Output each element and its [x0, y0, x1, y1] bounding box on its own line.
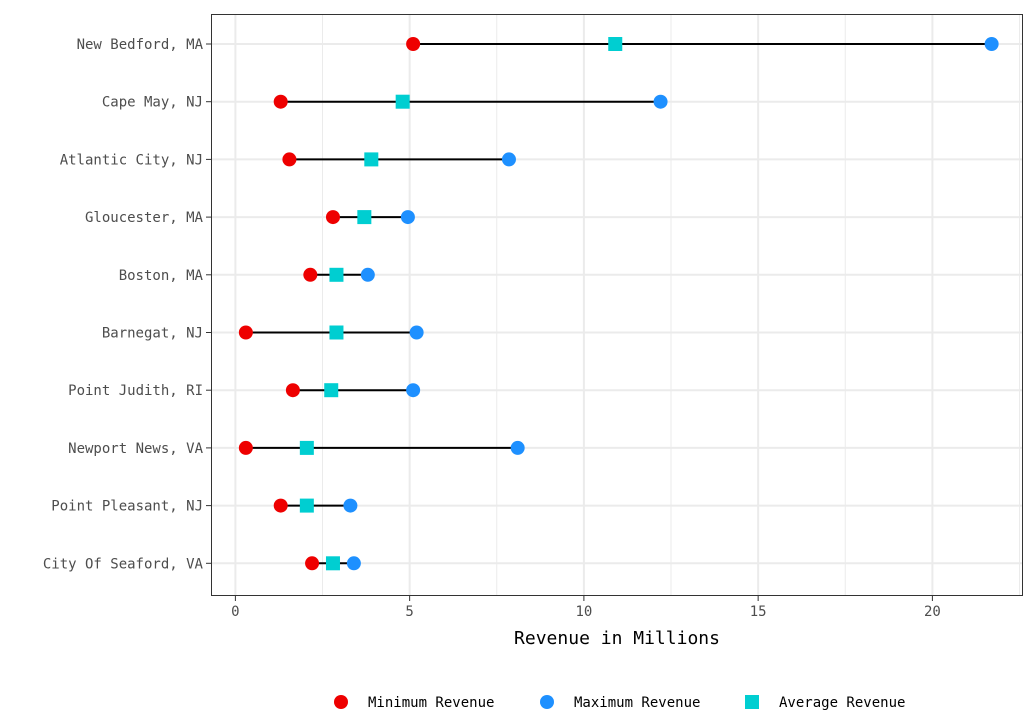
min-revenue-point	[273, 94, 288, 109]
y-axis-ticks: New Bedford, MA Cape May, NJ Atlantic City…	[43, 37, 211, 572]
y-tick-label: Point Pleasant, NJ	[51, 499, 203, 515]
min-revenue-point	[305, 556, 320, 571]
x-axis-title: Revenue in Millions	[514, 628, 720, 649]
legend-key-minimum-revenue	[334, 695, 348, 709]
avg-revenue-point	[357, 210, 372, 225]
max-revenue-point	[343, 498, 358, 513]
avg-revenue-point	[608, 37, 623, 51]
max-revenue-point	[501, 152, 516, 167]
y-tick-label: Newport News, VA	[68, 441, 203, 457]
avg-revenue-point	[325, 556, 340, 571]
min-revenue-point	[303, 267, 318, 282]
y-tick-label: Cape May, NJ	[102, 95, 203, 111]
y-tick-label: Point Judith, RI	[68, 383, 203, 399]
y-tick-label: Atlantic City, NJ	[60, 152, 203, 168]
x-tick-label: 20	[924, 604, 941, 620]
x-axis-ticks: 0 5 10 15 20	[231, 596, 941, 620]
min-revenue-point	[273, 498, 288, 513]
data-points	[238, 37, 999, 571]
max-revenue-point	[409, 325, 424, 340]
y-tick-label: Boston, MA	[119, 268, 204, 284]
avg-revenue-point	[324, 383, 339, 398]
avg-revenue-point	[329, 267, 344, 282]
avg-revenue-point	[395, 94, 410, 109]
range-segments	[245, 43, 992, 565]
x-tick-label: 10	[575, 604, 592, 620]
y-tick-label: City Of Seaford, VA	[43, 556, 204, 572]
avg-revenue-point	[364, 152, 379, 167]
avg-revenue-point	[329, 325, 344, 340]
max-revenue-point	[400, 210, 415, 225]
min-revenue-point	[325, 210, 340, 225]
min-revenue-point	[238, 325, 253, 340]
y-tick-label: New Bedford, MA	[77, 37, 204, 53]
avg-revenue-point	[299, 440, 314, 455]
legend-key-average-revenue	[745, 695, 759, 709]
avg-revenue-point	[299, 498, 314, 513]
y-tick-label: Gloucester, MA	[85, 210, 204, 226]
min-revenue-point	[238, 440, 253, 455]
max-revenue-point	[360, 267, 375, 282]
min-revenue-point	[285, 383, 300, 398]
x-tick-label: 5	[405, 604, 413, 620]
y-tick-label: Barnegat, NJ	[102, 326, 203, 342]
max-revenue-point	[406, 383, 421, 398]
max-revenue-point	[346, 556, 361, 571]
max-revenue-point	[653, 94, 668, 109]
legend-label: Maximum Revenue	[574, 695, 700, 711]
max-revenue-point	[984, 37, 999, 51]
min-revenue-point	[406, 37, 421, 51]
min-revenue-point	[282, 152, 297, 167]
legend-label: Minimum Revenue	[368, 695, 494, 711]
max-revenue-point	[510, 440, 525, 455]
legend: Minimum Revenue Maximum Revenue Average Re…	[334, 695, 905, 711]
x-tick-label: 0	[231, 604, 239, 620]
legend-label: Average Revenue	[779, 695, 905, 711]
legend-key-maximum-revenue	[540, 695, 554, 709]
x-tick-label: 15	[750, 604, 767, 620]
